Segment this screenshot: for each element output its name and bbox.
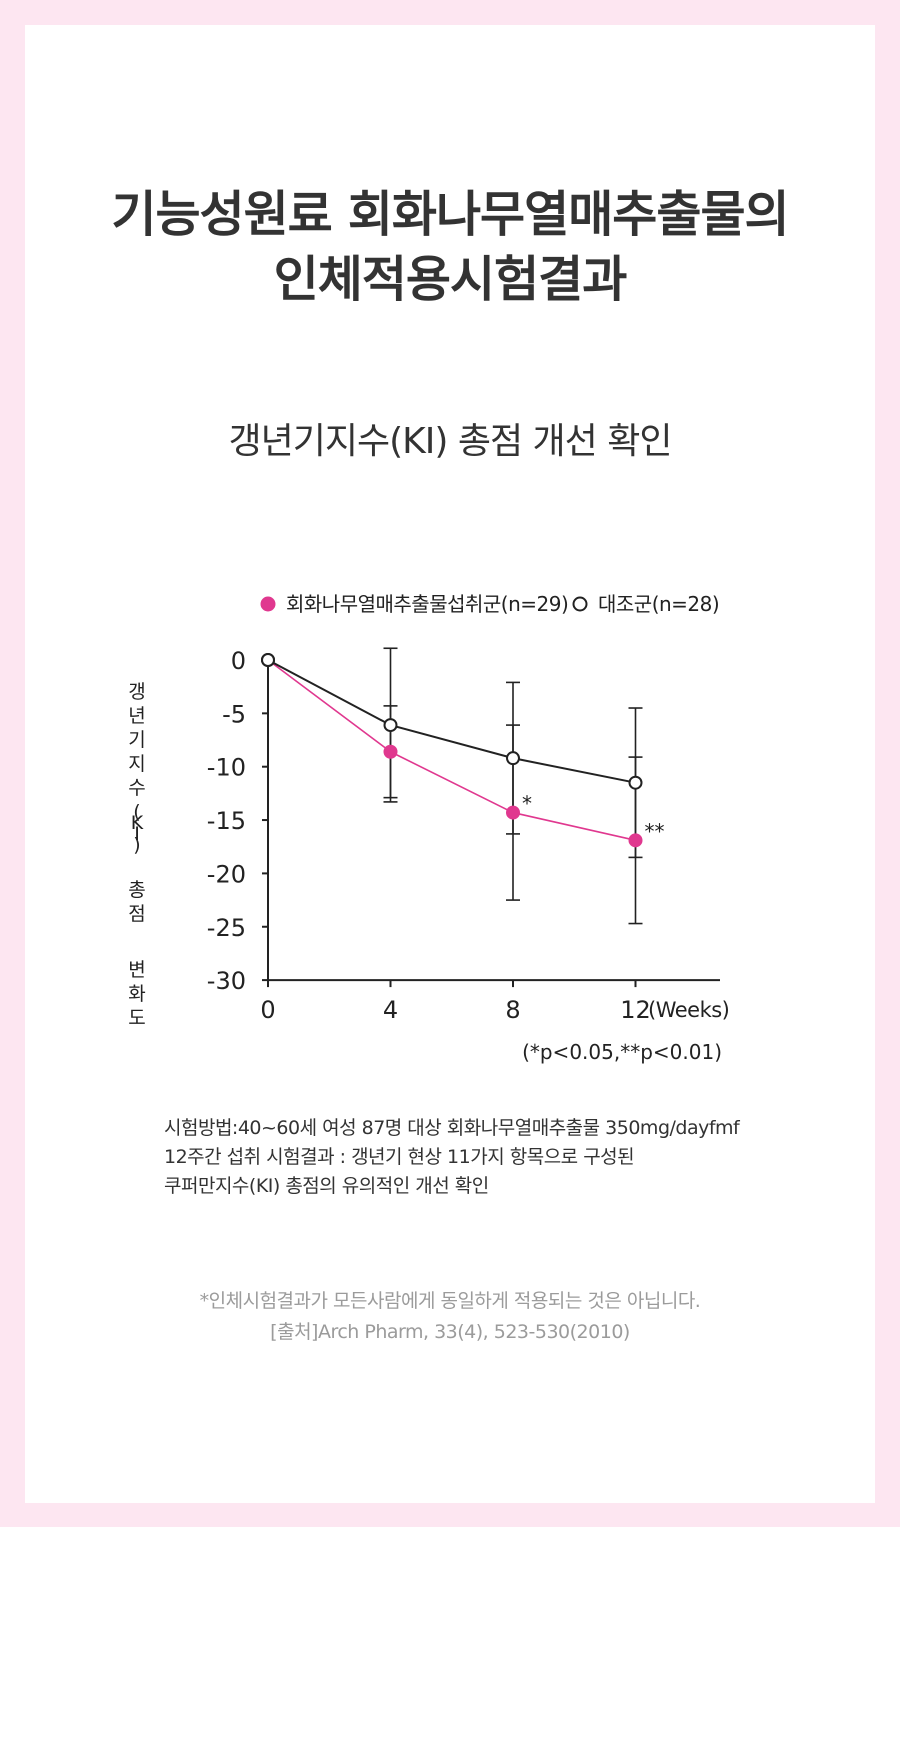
data-point — [383, 744, 398, 759]
y-tick-label: -10 — [207, 754, 246, 782]
chart-subtitle: 갱년기지수(KI) 총점 개선 확인 — [228, 421, 673, 462]
legend-label-1: 회화나무열매추출물섭취군(n=29) — [286, 592, 568, 616]
test-method-text: 시험방법:40~60세 여성 87명 대상 회화나무열매추출물 350mg/da… — [164, 1114, 864, 1201]
y-tick-label: -15 — [207, 807, 246, 835]
series-line-1 — [267, 659, 636, 842]
ki-score-chart: 0 -5 -10 -15 -20 -25 -30 0 4 8 12(Weeks) (*p<0.05,*… — [128, 592, 730, 1064]
data-point — [506, 751, 520, 766]
y-tick-label: -5 — [222, 700, 246, 728]
y-tick-label: -30 — [207, 967, 246, 995]
data-point — [628, 833, 643, 848]
x-axis-label: (Weeks) — [648, 998, 729, 1022]
x-tick-label: 12 — [620, 996, 651, 1024]
legend-marker-2 — [572, 596, 588, 612]
significance-marker: ** — [645, 819, 665, 843]
y-tick-label: 0 — [231, 647, 246, 675]
significance-note: (*p<0.05,**p<0.01) — [522, 1040, 722, 1064]
source-citation: [출처]Arch Pharm, 33(4), 523-530(2010) — [270, 1321, 630, 1343]
x-tick-label: 8 — [505, 996, 520, 1024]
data-point — [628, 775, 643, 790]
method-line-1: 시험방법:40~60세 여성 87명 대상 회화나무열매추출물 350mg/da… — [164, 1117, 740, 1139]
data-point — [506, 805, 520, 820]
x-tick-label: 4 — [383, 996, 398, 1024]
y-tick-label: -20 — [207, 860, 246, 888]
page-title-line-2: 인체적용시험결과 — [273, 251, 628, 308]
disclaimer-text: *인체시험결과가 모든사람에게 동일하게 적용되는 것은 아닙니다. — [199, 1290, 701, 1312]
y-tick-label: -25 — [207, 914, 246, 942]
page-title-line-1: 기능성원료 회화나무열매추출물의 — [111, 186, 789, 243]
data-point — [261, 653, 275, 667]
significance-marker: * — [522, 792, 532, 816]
legend-marker-1 — [260, 596, 276, 612]
series-line-2 — [267, 659, 636, 784]
legend-label-2: 대조군(n=28) — [598, 592, 719, 616]
method-line-2: 12주간 섭취 시험결과 : 갱년기 현상 11가지 항목으로 구성된 — [164, 1146, 635, 1168]
x-tick-label: 0 — [260, 996, 275, 1024]
data-point — [383, 718, 398, 733]
method-line-3: 쿠퍼만지수(KI) 총점의 유의적인 개선 확인 — [164, 1175, 489, 1197]
content-card — [25, 25, 875, 1503]
